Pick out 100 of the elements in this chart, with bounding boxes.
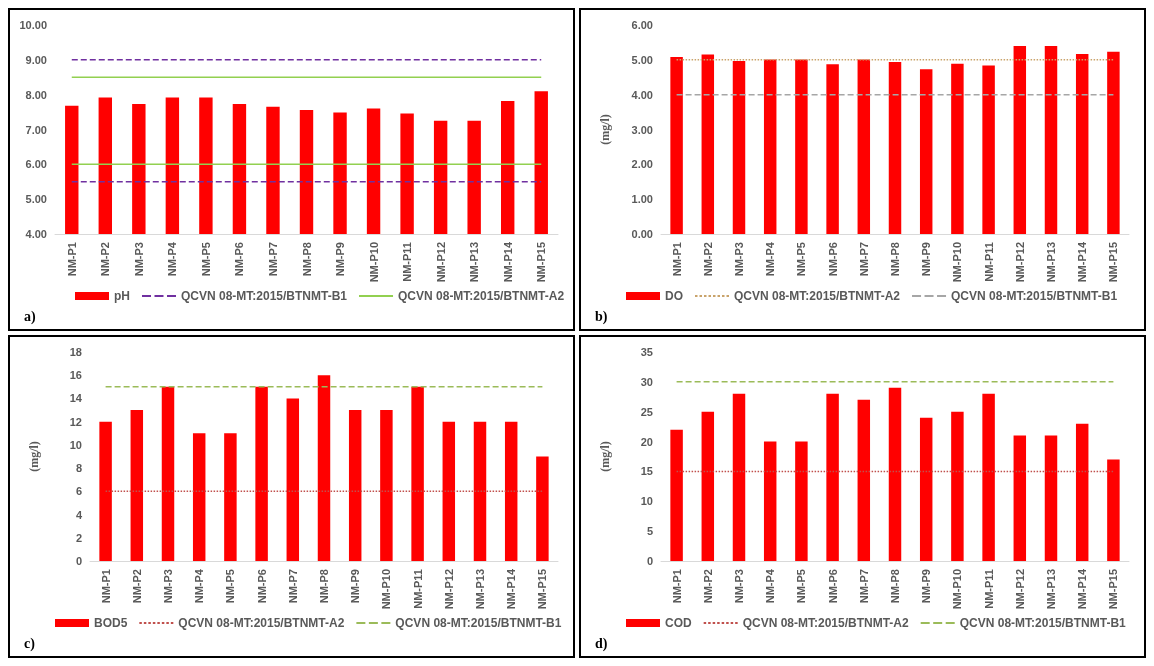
bar <box>1044 435 1058 561</box>
x-tick-label: NM-P6 <box>255 569 268 604</box>
bar <box>255 386 268 561</box>
text: d) <box>595 635 608 652</box>
x-tick-label: NM-P12 <box>434 242 447 283</box>
text: a) <box>24 308 36 325</box>
x-tick-label: NM-P9 <box>920 242 933 277</box>
bar <box>1107 459 1120 561</box>
bar <box>536 456 549 561</box>
x-tick-label: NM-P3 <box>162 569 174 604</box>
x-tick-label: NM-P11 <box>982 569 995 609</box>
x-tick-label: NM-P12 <box>442 569 455 610</box>
x-tick-label: NM-P14 <box>501 241 514 283</box>
x-tick-label: NM-P15 <box>1107 569 1120 610</box>
legend-label: QCVN 08-MT:2015/BTNMT-B1 <box>181 289 348 303</box>
x-tick-label: NM-P14 <box>1076 568 1089 610</box>
y-tick-label: 2 <box>75 531 82 544</box>
bar <box>732 393 746 561</box>
x-tick-label: NM-P3 <box>733 242 745 277</box>
x-tick-label: NM-P11 <box>411 569 424 609</box>
x-tick-label: NM-P4 <box>764 241 777 277</box>
x-tick-label: NM-P5 <box>795 569 808 604</box>
x-tick-label: NM-P10 <box>951 242 964 283</box>
bar <box>380 410 393 561</box>
x-tick-label: NM-P5 <box>224 569 237 604</box>
x-tick-label: NM-P11 <box>401 242 414 282</box>
x-tick-label: NM-P15 <box>535 242 548 283</box>
legend-label: QCVN 08-MT:2015/BTNMT-A2 <box>734 289 901 303</box>
y-tick-label: 9.00 <box>25 53 47 66</box>
y-tick-label: 8.00 <box>25 88 47 101</box>
y-tick-label: 0.00 <box>631 228 653 240</box>
y-tick-label: 10 <box>69 438 82 451</box>
x-tick-label: NM-P8 <box>318 569 330 604</box>
x-tick-label: NM-P6 <box>233 242 246 277</box>
y-tick-label: 0 <box>75 555 82 567</box>
y-tick-label: 5.00 <box>25 193 47 206</box>
x-tick-label: NM-P14 <box>1076 241 1089 283</box>
y-tick-label: 18 <box>69 346 82 358</box>
x-tick-label: NM-P4 <box>764 568 777 604</box>
y-tick-label: 7.00 <box>25 123 47 136</box>
bar <box>1075 423 1089 561</box>
y-tick-label: 15 <box>640 465 653 478</box>
x-tick-label: NM-P14 <box>505 568 518 610</box>
x-tick-label: NM-P4 <box>193 568 206 604</box>
y-tick-label: 16 <box>69 369 82 382</box>
legend-label: QCVN 08-MT:2015/BTNMT-B1 <box>951 289 1118 303</box>
legend-label: QCVN 08-MT:2015/BTNMT-B1 <box>395 616 562 630</box>
bar <box>951 411 964 561</box>
y-tick-label: 4.00 <box>631 88 653 101</box>
x-tick-label: NM-P1 <box>65 242 78 277</box>
x-tick-label: NM-P11 <box>982 242 995 282</box>
x-tick-label: NM-P6 <box>826 242 839 277</box>
x-tick-label: NM-P15 <box>536 569 549 610</box>
bar <box>286 398 300 561</box>
x-tick-label: NM-P1 <box>670 569 683 604</box>
y-tick-label: 25 <box>640 405 653 418</box>
x-tick-label: NM-P8 <box>300 242 313 277</box>
x-tick-label: NM-P9 <box>334 242 347 277</box>
y-tick-label: 12 <box>69 415 82 428</box>
bar <box>224 433 237 561</box>
y-tick-label: 8 <box>75 462 82 475</box>
y-tick-label: 3.00 <box>631 123 653 136</box>
x-tick-label: NM-P3 <box>132 242 145 277</box>
x-tick-label: NM-P8 <box>889 242 901 277</box>
y-tick-label: 14 <box>69 392 83 405</box>
legend-label: QCVN 08-MT:2015/BTNMT-A2 <box>742 616 910 630</box>
x-tick-label: NM-P3 <box>733 569 745 604</box>
x-tick-label: NM-P7 <box>857 569 870 604</box>
x-tick-label: NM-P13 <box>1045 569 1057 610</box>
bar <box>348 410 362 561</box>
x-tick-label: NM-P15 <box>1107 242 1120 283</box>
bar <box>763 441 777 561</box>
legend-label: DO <box>665 289 683 303</box>
bar <box>192 433 206 561</box>
bar <box>99 421 112 561</box>
y-axis-title: (mg/l) <box>598 114 612 145</box>
legend-label: QCVN 08-MT:2015/BTNMT-B1 <box>959 616 1127 630</box>
x-tick-label: NM-P6 <box>826 569 839 604</box>
x-tick-label: NM-P2 <box>701 569 714 604</box>
text: c) <box>24 635 36 652</box>
x-tick-label: NM-P5 <box>199 242 212 277</box>
bar <box>919 417 933 561</box>
legend-label: BOD5 <box>94 616 128 630</box>
bar <box>857 399 871 561</box>
x-tick-label: NM-P7 <box>286 569 299 604</box>
bar <box>317 375 331 561</box>
y-tick-label: 5.00 <box>631 53 653 66</box>
text: b) <box>595 308 608 325</box>
y-tick-label: 1.00 <box>631 193 653 206</box>
x-tick-label: NM-P10 <box>367 242 380 283</box>
bar <box>442 421 456 561</box>
x-tick-label: NM-P7 <box>266 242 279 277</box>
x-tick-label: NM-P2 <box>130 569 143 604</box>
bar <box>473 421 487 561</box>
x-tick-label: NM-P12 <box>1013 242 1026 283</box>
bar <box>670 429 683 561</box>
x-tick-label: NM-P8 <box>889 569 901 604</box>
y-tick-label: 20 <box>640 435 653 448</box>
y-tick-label: 0 <box>646 555 653 567</box>
x-tick-label: NM-P4 <box>166 241 179 277</box>
